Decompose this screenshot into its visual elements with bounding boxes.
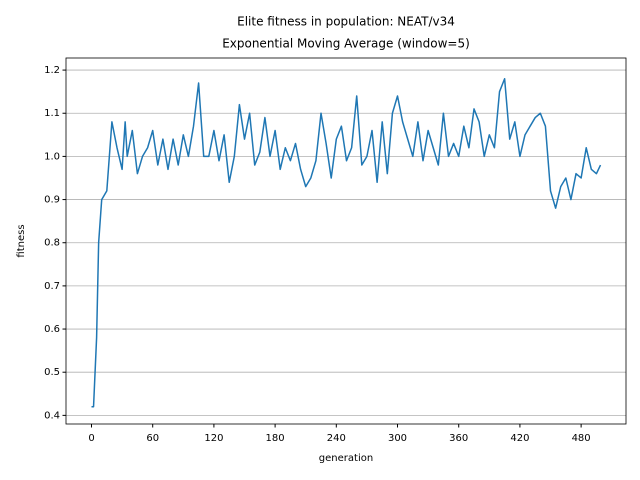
y-tick-label: 0.9: [44, 195, 60, 206]
x-tick-label: 60: [146, 433, 159, 444]
y-tick-label: 1.0: [44, 151, 60, 162]
data-line: [91, 77, 602, 408]
y-axis-label: fitness: [16, 224, 27, 257]
y-tick-label: 1.2: [44, 65, 60, 76]
y-tick-label: 0.5: [44, 367, 60, 378]
plot-frame: [65, 57, 627, 425]
x-tick-label: 120: [204, 433, 223, 444]
x-tick-label: 420: [510, 433, 529, 444]
x-tick-label: 480: [572, 433, 591, 444]
y-tick-label: 1.1: [44, 108, 60, 119]
x-tick-label: 240: [327, 433, 346, 444]
x-tick-label: 300: [388, 433, 407, 444]
x-tick-label: 180: [266, 433, 285, 444]
y-tick-label: 0.4: [44, 410, 60, 421]
chart-subtitle: Exponential Moving Average (window=5): [222, 37, 470, 51]
x-axis-label: generation: [319, 453, 373, 464]
chart-title: Elite fitness in population: NEAT/v34: [237, 15, 455, 29]
y-tick-label: 0.7: [44, 281, 60, 292]
y-tick-label: 0.6: [44, 324, 60, 335]
y-tick-label: 0.8: [44, 238, 60, 249]
x-tick-label: 360: [449, 433, 468, 444]
x-tick-label: 0: [88, 433, 94, 444]
